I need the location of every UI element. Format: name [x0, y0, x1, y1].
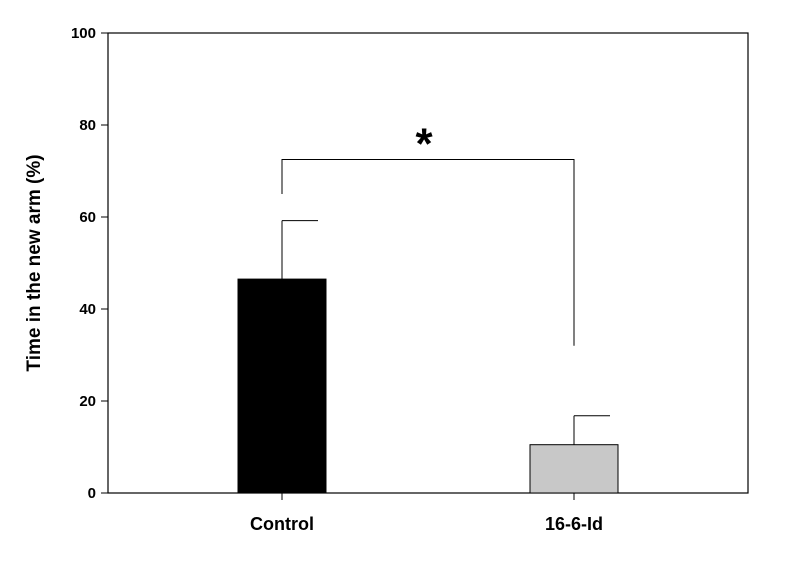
- x-tick-label: Control: [250, 514, 314, 534]
- y-tick-label: 60: [79, 209, 96, 226]
- significance-bracket: *: [281, 120, 575, 346]
- bar: [237, 278, 327, 494]
- y-tick-label: 20: [79, 393, 96, 410]
- x-axis-ticks: Control 16-6-Id: [250, 493, 603, 534]
- y-axis-title: Time in the new arm (%): [24, 154, 45, 371]
- significance-star: *: [415, 120, 433, 169]
- significance-bracket-line: [281, 159, 575, 346]
- y-tick-label: 100: [71, 25, 96, 42]
- x-tick-label: 16-6-Id: [545, 514, 603, 534]
- y-tick-label: 0: [88, 485, 96, 502]
- error-bars: [281, 220, 610, 445]
- plot-frame: [107, 32, 749, 494]
- bar: [529, 444, 619, 494]
- y-tick-label: 80: [79, 117, 96, 134]
- bars: [237, 278, 619, 494]
- y-tick-label: 40: [79, 301, 96, 318]
- y-axis-ticks: 0 20 40 60 80 100: [71, 25, 108, 502]
